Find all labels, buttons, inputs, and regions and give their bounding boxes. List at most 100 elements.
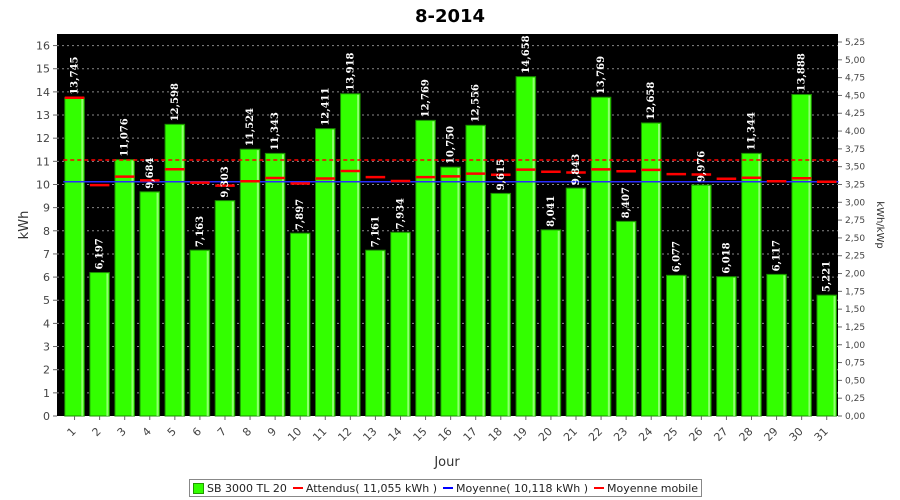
bar-value-label: 13,888 xyxy=(797,53,808,91)
x-tick-label: 22 xyxy=(586,425,605,444)
x-tick-label: 25 xyxy=(661,425,680,444)
x-tick-label: 26 xyxy=(686,425,705,444)
x-tick-label: 28 xyxy=(737,425,756,444)
bar-value-label: 6,117 xyxy=(772,240,783,271)
x-tick-label: 24 xyxy=(636,425,655,444)
x-tick-label: 18 xyxy=(486,425,505,444)
bar-value-label: 11,344 xyxy=(747,112,758,150)
bars xyxy=(64,76,837,417)
x-tick-label: 11 xyxy=(310,425,329,444)
bar-value-label: 11,524 xyxy=(245,108,256,146)
bar-value-label: 6,197 xyxy=(95,238,106,269)
bar-value-label: 14,658 xyxy=(521,35,532,73)
y-tick-label: 12 xyxy=(36,132,50,145)
bar-highlight xyxy=(382,251,385,416)
bar-value-label: 9,976 xyxy=(696,151,707,182)
bar-value-label: 7,163 xyxy=(195,216,206,247)
x-tick-label: 10 xyxy=(285,425,304,444)
bar-value-label: 8,407 xyxy=(621,187,632,218)
bar-value-label: 5,221 xyxy=(822,261,833,292)
bar-highlight xyxy=(708,186,711,416)
x-tick-label: 1 xyxy=(65,425,79,439)
bar-highlight xyxy=(632,222,635,416)
bar-value-label: 12,658 xyxy=(646,82,657,120)
y2-tick-label: 4,25 xyxy=(845,109,865,119)
x-tick-label: 27 xyxy=(711,425,730,444)
bar-highlight xyxy=(607,98,610,416)
legend-swatch-moving-average xyxy=(594,487,605,489)
y-tick-label: 15 xyxy=(36,63,50,76)
bar-value-label: 11,343 xyxy=(270,112,281,150)
bar-highlight xyxy=(683,276,686,416)
x-tick-label: 16 xyxy=(436,425,455,444)
legend-label-expected: Attendus( 11,055 kWh ) xyxy=(305,481,438,495)
y2-tick-label: 5,00 xyxy=(845,56,865,66)
bar-highlight xyxy=(808,95,811,417)
bar-value-label: 9,684 xyxy=(145,157,156,188)
x-tick-label: 7 xyxy=(215,425,229,439)
y2-tick-label: 4,75 xyxy=(845,74,865,84)
bar-highlight xyxy=(206,251,209,416)
y2-axis-label: kWh/kWp xyxy=(874,201,885,248)
bar-highlight xyxy=(457,168,460,416)
x-tick-label: 17 xyxy=(461,425,480,444)
y-tick-label: 1 xyxy=(43,387,50,400)
legend-label-average: Moyenne( 10,118 kWh ) xyxy=(456,481,589,495)
bar-value-label: 12,556 xyxy=(471,84,482,122)
legend-label-moving-average: Moyenne mobile xyxy=(607,481,699,495)
bar-highlight xyxy=(482,126,485,417)
y2-tick-label: 2,00 xyxy=(845,270,865,280)
bar-highlight xyxy=(131,160,134,416)
y2-tick-label: 2,75 xyxy=(845,216,865,226)
x-tick-label: 5 xyxy=(165,425,179,439)
bar-highlight xyxy=(657,123,660,416)
bar-value-label: 12,598 xyxy=(170,83,181,121)
y-tick-label: 10 xyxy=(36,178,50,191)
y-tick-label: 16 xyxy=(36,40,50,53)
x-tick-label: 13 xyxy=(360,425,379,444)
bar-value-label: 9,303 xyxy=(220,166,231,197)
bar-value-label: 6,018 xyxy=(721,242,732,273)
y-tick-label: 11 xyxy=(36,155,50,168)
legend-label-production: SB 3000 TL 20 xyxy=(207,481,287,495)
bar-highlight xyxy=(783,275,786,416)
y-tick-label: 0 xyxy=(43,410,50,423)
bar-value-label: 7,897 xyxy=(295,199,306,230)
x-tick-label: 20 xyxy=(536,425,555,444)
x-axis-ticks: 1 2 3 4 5 6 7 8 9 10 11 12 13 14 15 16 17 18 19 20 21 22 23 24 2… xyxy=(65,416,831,444)
y2-tick-label: 3,75 xyxy=(845,145,865,155)
y-tick-label: 3 xyxy=(43,341,50,354)
y2-tick-label: 4,00 xyxy=(845,127,865,137)
x-tick-label: 8 xyxy=(240,425,254,439)
bar-highlight xyxy=(106,273,109,416)
x-tick-label: 29 xyxy=(762,425,781,444)
bar-value-label: 7,934 xyxy=(395,198,406,229)
y2-tick-label: 0,75 xyxy=(845,359,865,369)
bar-highlight xyxy=(432,121,435,417)
bar-highlight xyxy=(81,98,84,417)
y2-tick-label: 2,50 xyxy=(845,234,865,244)
bar-highlight xyxy=(758,154,761,417)
bar-highlight xyxy=(582,189,585,416)
bar-highlight xyxy=(532,77,535,417)
legend-swatch-expected xyxy=(292,487,303,489)
bar-value-label: 13,745 xyxy=(70,56,81,94)
bar-highlight xyxy=(833,296,836,416)
y-tick-label: 5 xyxy=(43,294,50,307)
bar-value-label: 13,918 xyxy=(345,52,356,90)
legend-item-production: SB 3000 TL 20 xyxy=(193,482,287,495)
y2-tick-label: 1,75 xyxy=(845,287,865,297)
x-tick-label: 4 xyxy=(140,425,154,439)
bar-value-label: 13,769 xyxy=(596,56,607,94)
bar-highlight xyxy=(181,125,184,416)
bar-value-label: 10,750 xyxy=(446,126,457,164)
chart-title: 8-2014 xyxy=(415,6,485,27)
x-tick-label: 3 xyxy=(115,425,129,439)
x-tick-label: 23 xyxy=(611,425,630,444)
bar-highlight xyxy=(281,154,284,416)
bar-highlight xyxy=(156,192,159,416)
x-tick-label: 15 xyxy=(411,425,430,444)
y2-tick-label: 0,25 xyxy=(845,394,865,404)
